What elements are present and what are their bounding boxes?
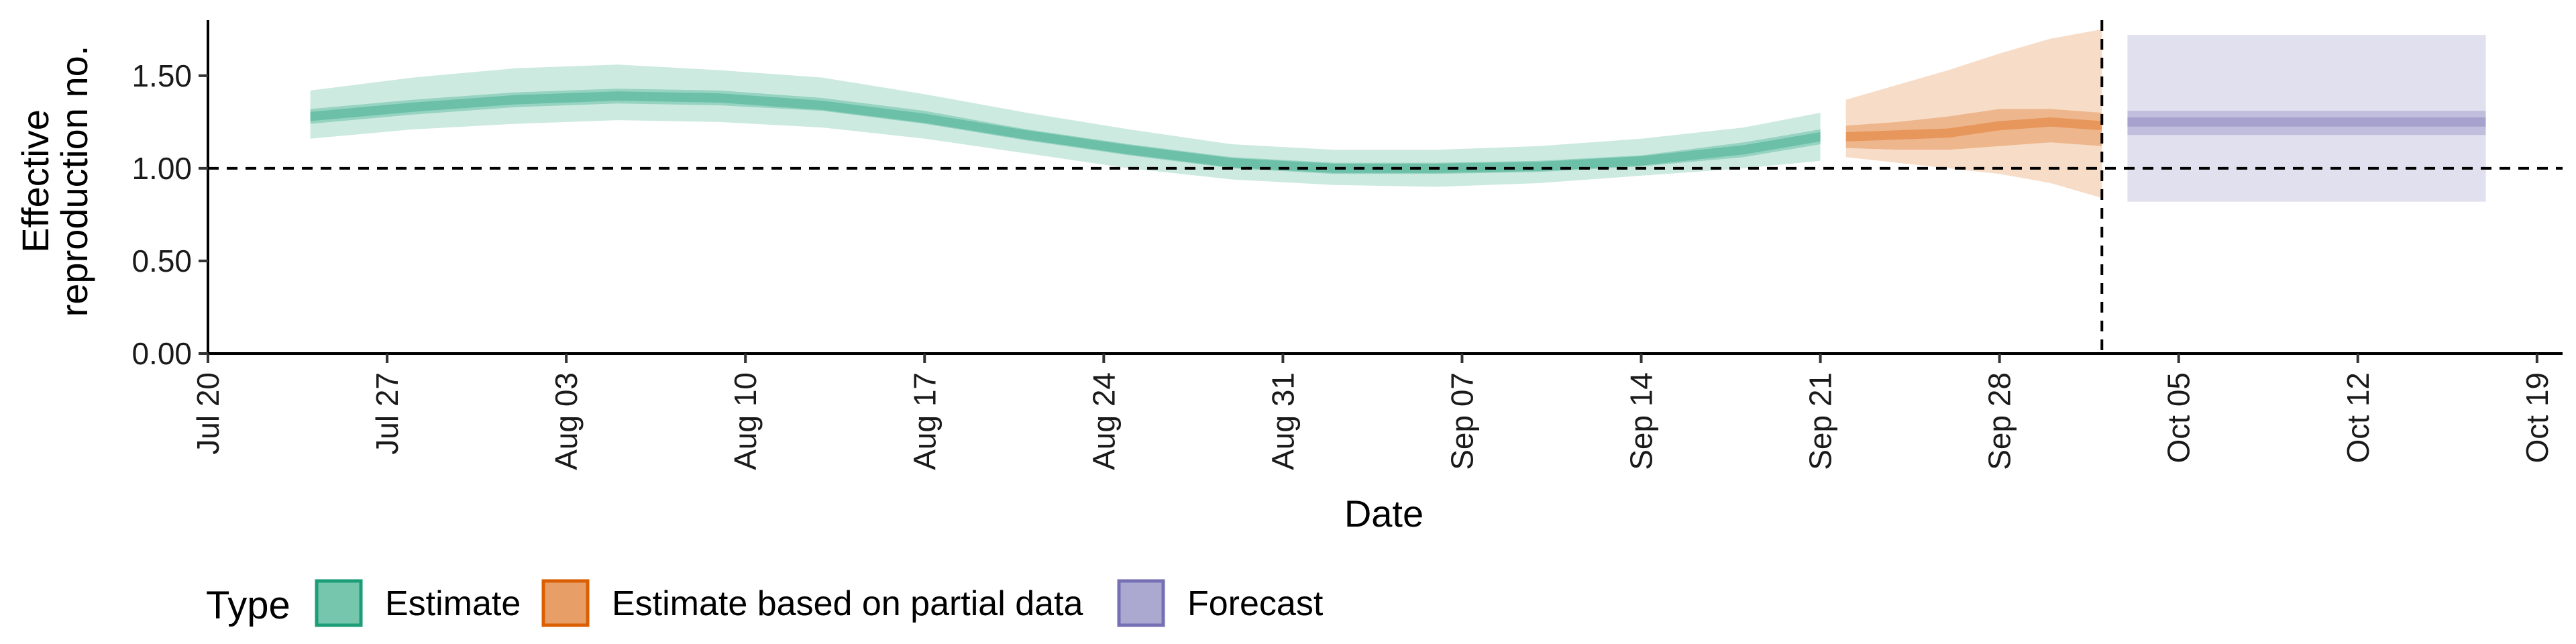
x-tick-label: Oct 19 [2520, 372, 2555, 464]
x-tick-label: Oct 12 [2341, 372, 2375, 464]
x-tick-label: Sep 28 [1982, 372, 2017, 470]
y-tick-label: 1.00 [131, 151, 192, 186]
legend-label: Forecast [1187, 584, 1324, 623]
median-band [1845, 117, 2102, 142]
x-tick-label: Sep 21 [1803, 372, 1838, 470]
median-band [310, 91, 1821, 173]
median-band [2127, 117, 2486, 127]
reference-lines [208, 20, 2563, 354]
y-axis-title-line-1: Effective [14, 109, 56, 253]
x-tick-label: Oct 05 [2161, 372, 2196, 464]
legend-label: Estimate [385, 584, 521, 623]
y-tick-label: 1.50 [131, 58, 192, 93]
x-tick-label: Aug 31 [1265, 372, 1300, 470]
y-tick-label: 0.50 [131, 244, 192, 278]
y-axis-title: Effective reproduction no. [14, 46, 95, 317]
x-tick-label: Jul 27 [370, 372, 405, 455]
legend-item: Estimate based on partial data [541, 579, 1083, 627]
series-forecast [2127, 35, 2486, 202]
legend-title: Type [206, 584, 290, 627]
legend-item: Forecast [1117, 579, 1324, 627]
outer-credible-band [2127, 35, 2486, 202]
outer-credible-band [1845, 29, 2102, 199]
y-axis-title-line-2: reproduction no. [53, 46, 95, 317]
legend-key [315, 579, 363, 627]
legend-key [1117, 579, 1165, 627]
x-tick-label: Sep 07 [1445, 372, 1480, 470]
x-tick-label: Aug 10 [728, 372, 763, 470]
legend-key [541, 579, 590, 627]
outer-credible-band [310, 64, 1821, 187]
x-tick-label: Aug 24 [1086, 372, 1121, 470]
x-tick-label: Sep 14 [1624, 372, 1659, 470]
legend: Type Estimate Estimate based on partial d… [206, 579, 1324, 627]
x-tick-label: Aug 17 [907, 372, 942, 470]
x-axis-ticks: Jul 20 Jul 27 Aug 03 Aug 10 Aug 17 Aug 24 Aug … [191, 354, 2555, 470]
legend-item: Estimate [315, 579, 521, 627]
inner-credible-band [1845, 109, 2102, 150]
inner-credible-band [310, 89, 1821, 174]
series-estimate [310, 64, 1821, 187]
inner-credible-band [2127, 111, 2486, 136]
x-axis-title: Date [1344, 492, 1424, 535]
x-tick-label: Jul 20 [191, 372, 225, 455]
y-tick-label: 0.00 [131, 336, 192, 371]
series-estimate-based-on-partial-data [1845, 29, 2102, 199]
series-bands [310, 29, 2486, 202]
x-tick-label: Aug 03 [549, 372, 584, 470]
legend-label: Estimate based on partial data [612, 584, 1083, 623]
y-axis-ticks: 0.00 0.50 1.00 1.50 [131, 58, 208, 371]
